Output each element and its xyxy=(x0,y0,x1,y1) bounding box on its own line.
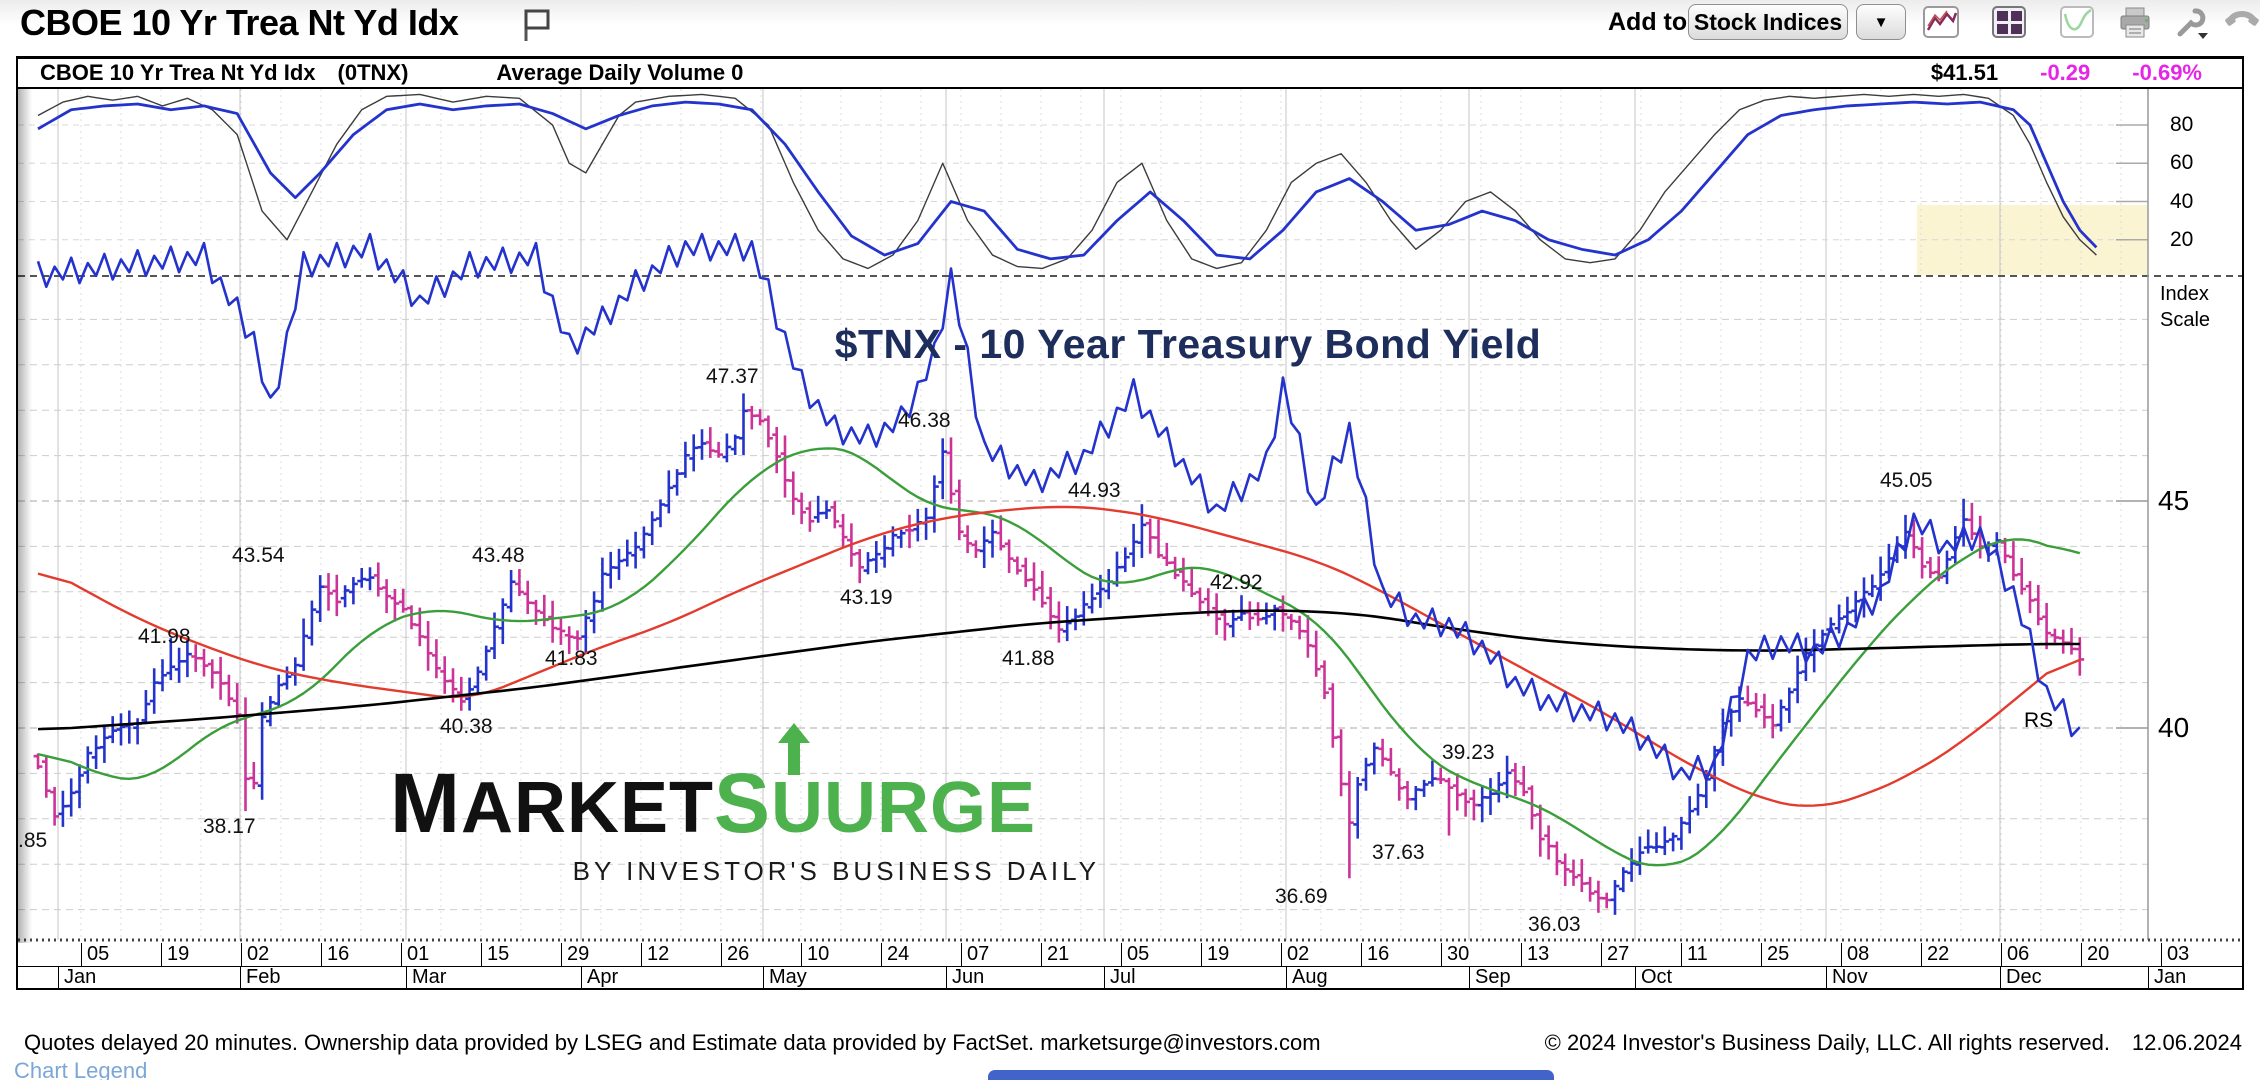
month-label: Feb xyxy=(240,967,406,988)
chart-box: CBOE 10 Yr Trea Nt Yd Idx (0TNX) Average… xyxy=(16,56,2244,990)
osc-scale-tick: 20 xyxy=(2170,227,2194,251)
week-label: 16 xyxy=(1361,943,1441,966)
index-scale-label: Index Scale xyxy=(2160,283,2211,331)
quote-change-pct: -0.69% xyxy=(2132,60,2202,85)
stock-indices-button[interactable]: Stock Indices xyxy=(1688,4,1848,40)
month-label: Mar xyxy=(406,967,581,988)
pivot-label: 43.19 xyxy=(840,586,893,609)
osc-scale-tick: 40 xyxy=(2170,189,2194,213)
month-label: Aug xyxy=(1286,967,1469,988)
week-label: 29 xyxy=(561,943,641,966)
month-label: Oct xyxy=(1635,967,1826,988)
pivot-label: 46.38 xyxy=(898,409,951,432)
week-label: 06 xyxy=(2001,943,2081,966)
chart-annotation-title: $TNX - 10 Year Treasury Bond Yield xyxy=(834,321,1542,367)
pivot-label: 38.17 xyxy=(203,815,256,838)
footer-disclaimer: Quotes delayed 20 minutes. Ownership dat… xyxy=(24,1030,1321,1055)
week-label: 01 xyxy=(401,943,481,966)
page-title: CBOE 10 Yr Trea Nt Yd Idx xyxy=(20,2,459,43)
week-label: 30 xyxy=(1441,943,1521,966)
week-label: 24 xyxy=(881,943,961,966)
quote-volume: Average Daily Volume 0 xyxy=(496,60,744,85)
price-scale-tick: 40 xyxy=(2158,712,2190,743)
quote-strip: CBOE 10 Yr Trea Nt Yd Idx (0TNX) Average… xyxy=(18,59,2242,89)
bottom-dock-bar[interactable] xyxy=(988,1070,1554,1080)
week-label: 13 xyxy=(1521,943,1601,966)
month-label: Jul xyxy=(1104,967,1286,988)
month-label: Jan xyxy=(58,967,240,988)
week-label: 20 xyxy=(2081,943,2161,966)
week-label: 08 xyxy=(1841,943,1921,966)
chart-legend-link[interactable]: Chart Legend xyxy=(14,1058,148,1080)
quote-name: CBOE 10 Yr Trea Nt Yd Idx xyxy=(40,60,316,85)
week-axis-row: 05 19 02 16 01 15 29 12 26 10 24 07 21 05 19 02 16 30 13 27… xyxy=(18,943,2242,967)
month-label: Jan xyxy=(2148,967,2242,988)
pivot-label: 45.05 xyxy=(1880,469,1933,492)
osc-scale-tick: 80 xyxy=(2170,113,2194,137)
curve-icon[interactable] xyxy=(2058,6,2098,40)
marketsurge-logo: MARKETSU URGE BY INVESTOR'S BUSINESS DAIL… xyxy=(390,723,1110,887)
grid-icon[interactable] xyxy=(1990,6,2030,40)
pivot-label: 36.69 xyxy=(1275,885,1328,908)
pivot-label: 40.38 xyxy=(440,715,493,738)
quote-price: $41.51 xyxy=(1930,60,1999,85)
week-label: 26 xyxy=(721,943,801,966)
week-label: 19 xyxy=(1201,943,1281,966)
month-axis-row: Jan Feb Mar Apr May Jun Jul Aug Sep Oct Nov Dec Jan xyxy=(18,967,2242,988)
logo-tagline: BY INVESTOR'S BUSINESS DAILY xyxy=(572,856,1100,886)
month-label: Jun xyxy=(946,967,1104,988)
pivot-label: 39.23 xyxy=(1442,741,1495,764)
week-label: 10 xyxy=(801,943,881,966)
week-label: 16 xyxy=(321,943,401,966)
week-label: 27 xyxy=(1601,943,1681,966)
month-label: Dec xyxy=(2000,967,2148,988)
flag-icon[interactable] xyxy=(520,7,554,48)
pivot-label: .85 xyxy=(18,829,48,852)
week-label: 19 xyxy=(161,943,241,966)
osc-scale-tick: 60 xyxy=(2170,151,2194,175)
week-label: 21 xyxy=(1041,943,1121,966)
pivot-label: 47.37 xyxy=(706,365,759,388)
footer-copyright: © 2024 Investor's Business Daily, LLC. A… xyxy=(1544,1030,2110,1055)
printer-icon[interactable] xyxy=(2116,6,2156,40)
pivot-label: 37.63 xyxy=(1372,841,1425,864)
week-label: 02 xyxy=(1281,943,1361,966)
quote-symbol: (0TNX) xyxy=(337,60,409,85)
week-label: 02 xyxy=(241,943,321,966)
month-label: Apr xyxy=(581,967,763,988)
week-label: 15 xyxy=(481,943,561,966)
pivot-label: 42.92 xyxy=(1210,571,1263,594)
chart-panels[interactable]: $TNX - 10 Year Treasury Bond Yield Index… xyxy=(18,89,2242,943)
pivot-label: 41.98 xyxy=(138,625,191,648)
list-dropdown-button[interactable]: ▼ xyxy=(1856,4,1906,40)
pivot-label: 41.88 xyxy=(1002,647,1055,670)
pivot-label: 36.03 xyxy=(1528,913,1581,936)
price-scale-tick: 45 xyxy=(2158,485,2190,516)
top-toolbar: CBOE 10 Yr Trea Nt Yd Idx Add to List: S… xyxy=(0,0,2260,46)
month-label: Nov xyxy=(1826,967,2000,988)
wrench-icon[interactable] xyxy=(2170,6,2210,40)
week-label: 03 xyxy=(2161,943,2241,966)
week-label: 25 xyxy=(1761,943,1841,966)
week-label: 05 xyxy=(81,943,161,966)
pivot-label: 44.93 xyxy=(1068,479,1121,502)
rs-line-label: RS xyxy=(2024,709,2054,732)
week-label: 11 xyxy=(1681,943,1761,966)
phone-icon[interactable] xyxy=(2222,6,2260,40)
week-label: 07 xyxy=(961,943,1041,966)
week-label: 05 xyxy=(1121,943,1201,966)
month-label: Sep xyxy=(1469,967,1635,988)
footer-date: 12.06.2024 xyxy=(2131,1030,2242,1055)
line-chart-icon[interactable] xyxy=(1922,6,1962,40)
month-label: May xyxy=(763,967,946,988)
pivot-label: 41.83 xyxy=(545,647,598,670)
week-label: 12 xyxy=(641,943,721,966)
pivot-label: 43.48 xyxy=(472,544,525,567)
pivot-label: 43.54 xyxy=(232,544,285,567)
week-label: 22 xyxy=(1921,943,2001,966)
quote-change: -0.29 xyxy=(2040,60,2091,85)
price-chart-svg[interactable] xyxy=(18,89,2242,943)
